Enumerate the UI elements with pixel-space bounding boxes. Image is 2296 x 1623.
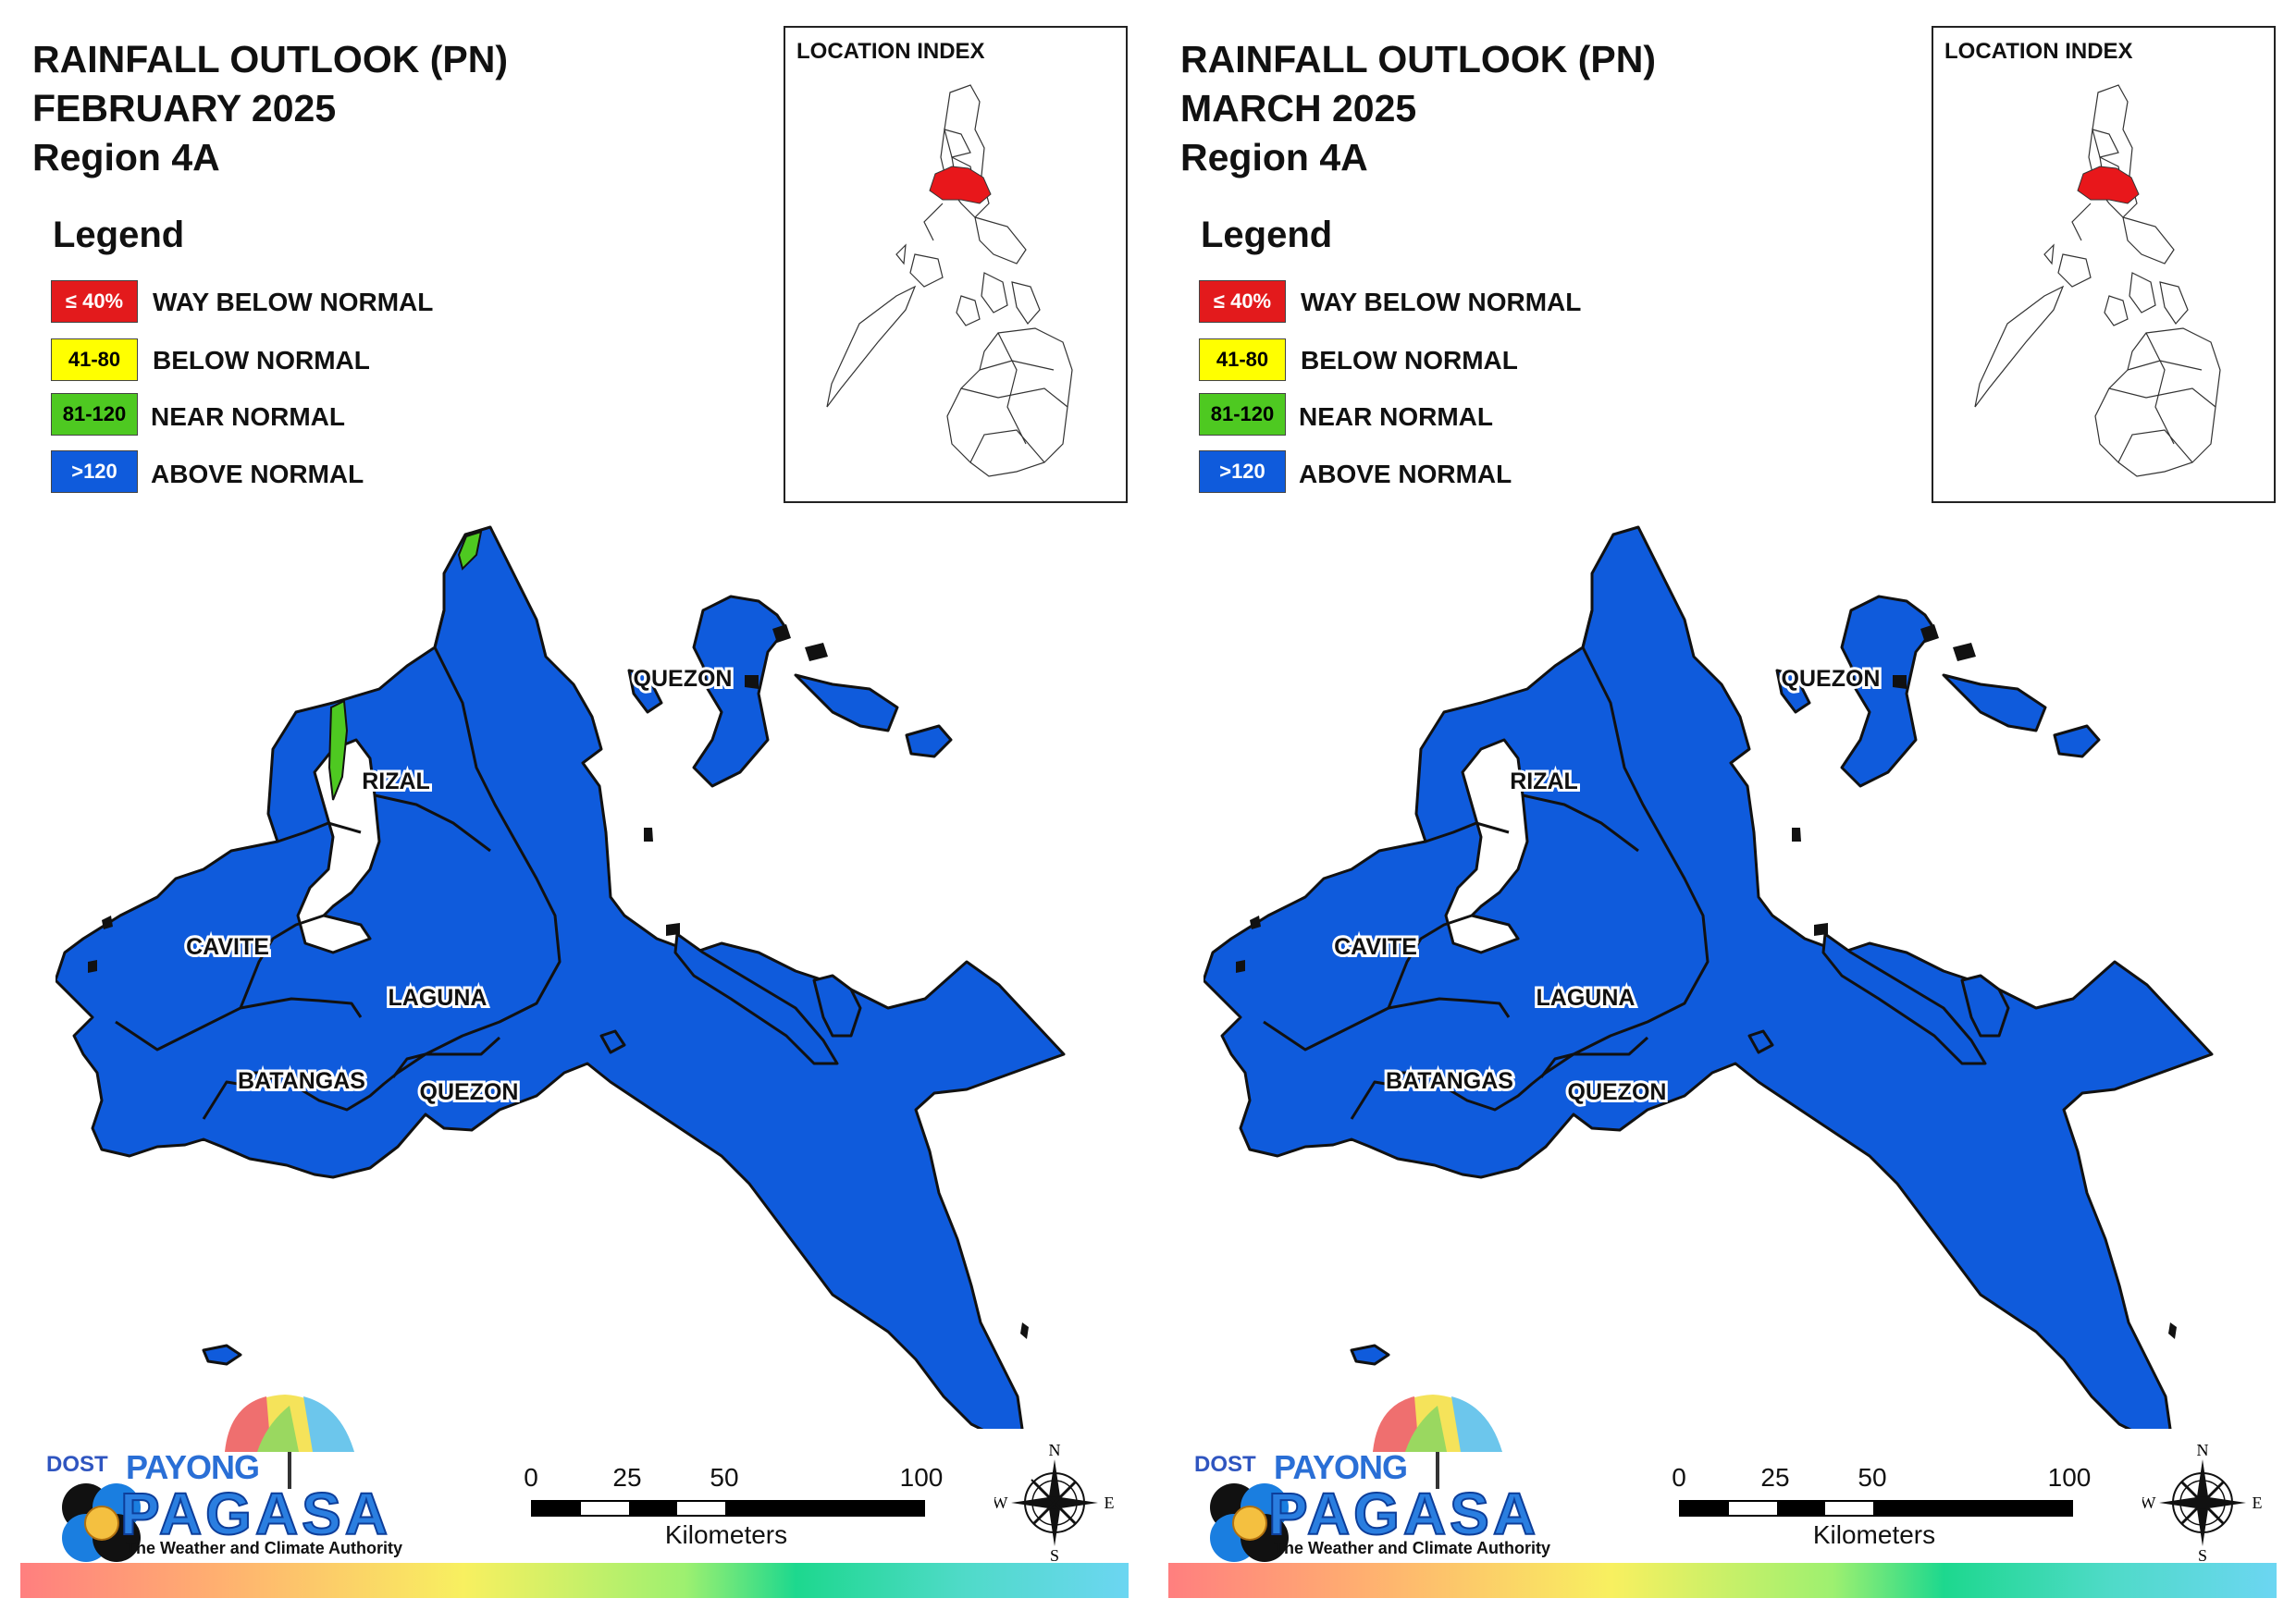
province-label-laguna: LAGUNA bbox=[389, 985, 488, 1011]
compass-n: N bbox=[1049, 1443, 1061, 1459]
legend-heading: Legend bbox=[1201, 215, 1333, 255]
scale-tick: 25 bbox=[612, 1463, 642, 1492]
province-label-rizal: RIZAL bbox=[1510, 768, 1578, 794]
dost-text: DOST bbox=[1194, 1452, 1256, 1477]
payong-pagasa-logo: DOST PAYONG PAGASA The Weather and Clima… bbox=[35, 1387, 402, 1563]
legend-swatch: 81-120 bbox=[51, 393, 138, 436]
compass-s: S bbox=[2198, 1546, 2207, 1563]
legend-label: NEAR NORMAL bbox=[151, 402, 345, 431]
title-line-1: RAINFALL OUTLOOK (PN) bbox=[1180, 38, 1656, 80]
legend-swatch: 41-80 bbox=[1199, 338, 1286, 381]
province-label-batangas: BATANGAS bbox=[238, 1068, 365, 1094]
pagasa-text: PAGASA bbox=[119, 1480, 392, 1548]
philippines-index-map bbox=[826, 84, 1073, 477]
region-4a-rainfall-map: QUEZON RIZAL CAVITE LAGUNA BATANGAS QUEZ… bbox=[56, 525, 1066, 1429]
payong-text: PAYONG bbox=[1274, 1448, 1408, 1486]
title-line-3: Region 4A bbox=[32, 136, 220, 178]
legend-label: ABOVE NORMAL bbox=[151, 460, 364, 488]
title-line-3: Region 4A bbox=[1180, 136, 1368, 178]
location-index-title: LOCATION INDEX bbox=[1944, 39, 2133, 64]
scale-bar-graphic bbox=[1679, 1500, 2073, 1517]
scale-bar: 0 25 50 100 Kilometers bbox=[524, 1463, 943, 1555]
location-index-title: LOCATION INDEX bbox=[796, 39, 985, 64]
compass-s: S bbox=[1050, 1546, 1059, 1563]
compass-e: E bbox=[2253, 1494, 2263, 1512]
scale-tick: 50 bbox=[1858, 1463, 1887, 1492]
scale-tick: 100 bbox=[2047, 1463, 2092, 1492]
region-4a-rainfall-map: QUEZON RIZAL CAVITE LAGUNA BATANGAS QUEZ… bbox=[1204, 525, 2214, 1429]
map-title: RAINFALL OUTLOOK (PN) MARCH 2025 Region … bbox=[1180, 35, 1656, 182]
umbrella-logo-icon bbox=[62, 1395, 354, 1562]
legend-swatch: ≤ 40% bbox=[51, 280, 138, 323]
scale-unit: Kilometers bbox=[1812, 1520, 1936, 1549]
compass-w: W bbox=[994, 1494, 1008, 1512]
province-label-quezon-north: QUEZON bbox=[634, 666, 733, 692]
scale-tick: 50 bbox=[710, 1463, 739, 1492]
legend-heading: Legend bbox=[53, 215, 185, 255]
pagasa-text: PAGASA bbox=[1267, 1480, 1540, 1548]
outlook-panel-march: RAINFALL OUTLOOK (PN) MARCH 2025 Region … bbox=[1148, 0, 2296, 1623]
title-line-2: FEBRUARY 2025 bbox=[32, 87, 337, 129]
compass-n: N bbox=[2197, 1443, 2209, 1459]
legend-swatch: >120 bbox=[51, 450, 138, 493]
location-index: LOCATION INDEX bbox=[1932, 26, 2276, 503]
legend-label: NEAR NORMAL bbox=[1299, 402, 1493, 431]
compass-w: W bbox=[2142, 1494, 2156, 1512]
legend-swatch: ≤ 40% bbox=[1199, 280, 1286, 323]
compass-rose-icon: N S W E bbox=[994, 1443, 1115, 1563]
payong-pagasa-logo: DOST PAYONG PAGASA The Weather and Clima… bbox=[1183, 1387, 1550, 1563]
province-label-quezon-north: QUEZON bbox=[1782, 666, 1881, 692]
scale-tick: 0 bbox=[1672, 1463, 1686, 1492]
compass-e: E bbox=[1105, 1494, 1115, 1512]
legend-swatch: >120 bbox=[1199, 450, 1286, 493]
umbrella-logo-icon bbox=[1210, 1395, 1502, 1562]
scale-tick: 100 bbox=[899, 1463, 944, 1492]
legend-label: ABOVE NORMAL bbox=[1299, 460, 1512, 488]
compass-rose-icon: N S W E bbox=[2142, 1443, 2263, 1563]
tagline-text: The Weather and Climate Authority bbox=[126, 1539, 403, 1557]
tagline-text: The Weather and Climate Authority bbox=[1274, 1539, 1551, 1557]
philippines-index-map bbox=[1974, 84, 2221, 477]
title-line-1: RAINFALL OUTLOOK (PN) bbox=[32, 38, 508, 80]
color-gradient-strip bbox=[20, 1563, 1129, 1598]
title-line-2: MARCH 2025 bbox=[1180, 87, 1417, 129]
dost-text: DOST bbox=[46, 1452, 108, 1477]
province-label-cavite: CAVITE bbox=[1334, 934, 1417, 960]
province-label-batangas: BATANGAS bbox=[1386, 1068, 1513, 1094]
legend-label: WAY BELOW NORMAL bbox=[153, 288, 434, 316]
legend-swatch: 81-120 bbox=[1199, 393, 1286, 436]
location-index: LOCATION INDEX bbox=[784, 26, 1128, 503]
map-title: RAINFALL OUTLOOK (PN) FEBRUARY 2025 Regi… bbox=[32, 35, 508, 182]
legend-label: BELOW NORMAL bbox=[153, 346, 370, 375]
province-label-quezon-south: QUEZON bbox=[420, 1079, 519, 1105]
outlook-panel-february: RAINFALL OUTLOOK (PN) FEBRUARY 2025 Regi… bbox=[20, 26, 1129, 1598]
scale-unit: Kilometers bbox=[664, 1520, 788, 1549]
scale-tick: 0 bbox=[524, 1463, 538, 1492]
legend-label: BELOW NORMAL bbox=[1301, 346, 1518, 375]
province-label-laguna: LAGUNA bbox=[1537, 985, 1636, 1011]
scale-bar: 0 25 50 100 Kilometers bbox=[1672, 1463, 2091, 1555]
scale-bar-graphic bbox=[531, 1500, 925, 1517]
legend-swatch: 41-80 bbox=[51, 338, 138, 381]
province-label-quezon-south: QUEZON bbox=[1568, 1079, 1667, 1105]
province-label-rizal: RIZAL bbox=[362, 768, 430, 794]
scale-tick: 25 bbox=[1760, 1463, 1790, 1492]
color-gradient-strip bbox=[1168, 1563, 2277, 1598]
province-label-cavite: CAVITE bbox=[186, 934, 269, 960]
payong-text: PAYONG bbox=[126, 1448, 260, 1486]
legend-label: WAY BELOW NORMAL bbox=[1301, 288, 1582, 316]
